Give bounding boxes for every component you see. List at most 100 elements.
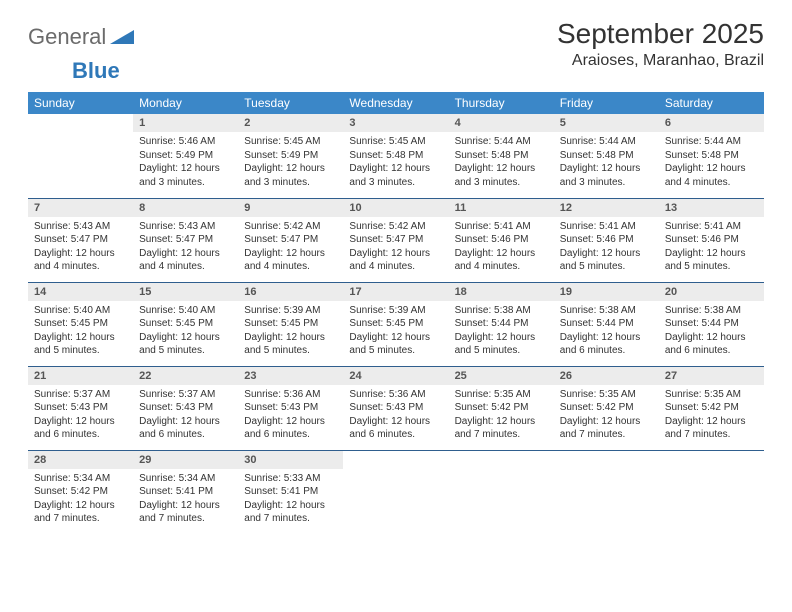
weekday-header: Saturday (659, 92, 764, 114)
day-body: Sunrise: 5:43 AMSunset: 5:47 PMDaylight:… (28, 217, 133, 278)
day-body: Sunrise: 5:42 AMSunset: 5:47 PMDaylight:… (343, 217, 448, 278)
calendar-cell: 24Sunrise: 5:36 AMSunset: 5:43 PMDayligh… (343, 366, 448, 450)
weekday-header: Sunday (28, 92, 133, 114)
calendar-cell: 0 (449, 450, 554, 534)
calendar-week-row: 21Sunrise: 5:37 AMSunset: 5:43 PMDayligh… (28, 366, 764, 450)
day-number: 22 (133, 367, 238, 385)
day-body: Sunrise: 5:37 AMSunset: 5:43 PMDaylight:… (28, 385, 133, 446)
calendar-cell: 7Sunrise: 5:43 AMSunset: 5:47 PMDaylight… (28, 198, 133, 282)
weekday-header: Monday (133, 92, 238, 114)
day-number: 25 (449, 367, 554, 385)
calendar-cell: 18Sunrise: 5:38 AMSunset: 5:44 PMDayligh… (449, 282, 554, 366)
calendar-week-row: 14Sunrise: 5:40 AMSunset: 5:45 PMDayligh… (28, 282, 764, 366)
day-number: 26 (554, 367, 659, 385)
day-body: Sunrise: 5:46 AMSunset: 5:49 PMDaylight:… (133, 132, 238, 193)
weekday-row: SundayMondayTuesdayWednesdayThursdayFrid… (28, 92, 764, 114)
day-body: Sunrise: 5:44 AMSunset: 5:48 PMDaylight:… (449, 132, 554, 193)
day-body: Sunrise: 5:42 AMSunset: 5:47 PMDaylight:… (238, 217, 343, 278)
calendar-cell: 16Sunrise: 5:39 AMSunset: 5:45 PMDayligh… (238, 282, 343, 366)
day-body: Sunrise: 5:39 AMSunset: 5:45 PMDaylight:… (238, 301, 343, 362)
calendar-cell: 12Sunrise: 5:41 AMSunset: 5:46 PMDayligh… (554, 198, 659, 282)
day-number: 4 (449, 114, 554, 132)
calendar-cell: 0 (28, 114, 133, 198)
day-body: Sunrise: 5:35 AMSunset: 5:42 PMDaylight:… (554, 385, 659, 446)
calendar-body: 0 1Sunrise: 5:46 AMSunset: 5:49 PMDaylig… (28, 114, 764, 534)
calendar-head: SundayMondayTuesdayWednesdayThursdayFrid… (28, 92, 764, 114)
calendar-cell: 3Sunrise: 5:45 AMSunset: 5:48 PMDaylight… (343, 114, 448, 198)
calendar-cell: 8Sunrise: 5:43 AMSunset: 5:47 PMDaylight… (133, 198, 238, 282)
day-number: 12 (554, 199, 659, 217)
day-number: 6 (659, 114, 764, 132)
day-number: 19 (554, 283, 659, 301)
day-body: Sunrise: 5:44 AMSunset: 5:48 PMDaylight:… (554, 132, 659, 193)
day-body: Sunrise: 5:43 AMSunset: 5:47 PMDaylight:… (133, 217, 238, 278)
calendar-cell: 0 (659, 450, 764, 534)
calendar-cell: 1Sunrise: 5:46 AMSunset: 5:49 PMDaylight… (133, 114, 238, 198)
day-body: Sunrise: 5:39 AMSunset: 5:45 PMDaylight:… (343, 301, 448, 362)
calendar-cell: 6Sunrise: 5:44 AMSunset: 5:48 PMDaylight… (659, 114, 764, 198)
day-body: Sunrise: 5:38 AMSunset: 5:44 PMDaylight:… (659, 301, 764, 362)
day-number: 21 (28, 367, 133, 385)
day-number: 20 (659, 283, 764, 301)
calendar-cell: 17Sunrise: 5:39 AMSunset: 5:45 PMDayligh… (343, 282, 448, 366)
day-number: 2 (238, 114, 343, 132)
calendar-cell: 0 (554, 450, 659, 534)
day-number: 15 (133, 283, 238, 301)
calendar-cell: 10Sunrise: 5:42 AMSunset: 5:47 PMDayligh… (343, 198, 448, 282)
logo-blue: Blue (72, 58, 120, 84)
day-body: Sunrise: 5:45 AMSunset: 5:48 PMDaylight:… (343, 132, 448, 193)
day-number: 16 (238, 283, 343, 301)
logo-triangle-icon (110, 28, 136, 46)
day-number: 29 (133, 451, 238, 469)
calendar-cell: 11Sunrise: 5:41 AMSunset: 5:46 PMDayligh… (449, 198, 554, 282)
day-number: 5 (554, 114, 659, 132)
day-body: Sunrise: 5:33 AMSunset: 5:41 PMDaylight:… (238, 469, 343, 530)
day-body: Sunrise: 5:44 AMSunset: 5:48 PMDaylight:… (659, 132, 764, 193)
calendar-cell: 2Sunrise: 5:45 AMSunset: 5:49 PMDaylight… (238, 114, 343, 198)
day-number: 14 (28, 283, 133, 301)
day-number: 24 (343, 367, 448, 385)
calendar-cell: 30Sunrise: 5:33 AMSunset: 5:41 PMDayligh… (238, 450, 343, 534)
title-block: September 2025 Araioses, Maranhao, Brazi… (557, 18, 764, 70)
day-number: 1 (133, 114, 238, 132)
logo-general: General (28, 24, 106, 50)
day-number: 13 (659, 199, 764, 217)
calendar-week-row: 7Sunrise: 5:43 AMSunset: 5:47 PMDaylight… (28, 198, 764, 282)
day-number: 10 (343, 199, 448, 217)
day-body: Sunrise: 5:37 AMSunset: 5:43 PMDaylight:… (133, 385, 238, 446)
calendar-cell: 15Sunrise: 5:40 AMSunset: 5:45 PMDayligh… (133, 282, 238, 366)
weekday-header: Wednesday (343, 92, 448, 114)
calendar-cell: 28Sunrise: 5:34 AMSunset: 5:42 PMDayligh… (28, 450, 133, 534)
day-number: 17 (343, 283, 448, 301)
day-body: Sunrise: 5:35 AMSunset: 5:42 PMDaylight:… (449, 385, 554, 446)
calendar-cell: 22Sunrise: 5:37 AMSunset: 5:43 PMDayligh… (133, 366, 238, 450)
day-number: 30 (238, 451, 343, 469)
day-body: Sunrise: 5:40 AMSunset: 5:45 PMDaylight:… (133, 301, 238, 362)
weekday-header: Tuesday (238, 92, 343, 114)
calendar-cell: 23Sunrise: 5:36 AMSunset: 5:43 PMDayligh… (238, 366, 343, 450)
calendar-cell: 9Sunrise: 5:42 AMSunset: 5:47 PMDaylight… (238, 198, 343, 282)
day-body: Sunrise: 5:41 AMSunset: 5:46 PMDaylight:… (659, 217, 764, 278)
day-number: 23 (238, 367, 343, 385)
day-body: Sunrise: 5:38 AMSunset: 5:44 PMDaylight:… (449, 301, 554, 362)
calendar-cell: 27Sunrise: 5:35 AMSunset: 5:42 PMDayligh… (659, 366, 764, 450)
day-number: 7 (28, 199, 133, 217)
weekday-header: Friday (554, 92, 659, 114)
day-number: 3 (343, 114, 448, 132)
calendar-cell: 25Sunrise: 5:35 AMSunset: 5:42 PMDayligh… (449, 366, 554, 450)
calendar-cell: 21Sunrise: 5:37 AMSunset: 5:43 PMDayligh… (28, 366, 133, 450)
calendar-cell: 19Sunrise: 5:38 AMSunset: 5:44 PMDayligh… (554, 282, 659, 366)
calendar-cell: 4Sunrise: 5:44 AMSunset: 5:48 PMDaylight… (449, 114, 554, 198)
day-body: Sunrise: 5:35 AMSunset: 5:42 PMDaylight:… (659, 385, 764, 446)
day-body: Sunrise: 5:41 AMSunset: 5:46 PMDaylight:… (449, 217, 554, 278)
logo: General (28, 24, 136, 50)
calendar-cell: 14Sunrise: 5:40 AMSunset: 5:45 PMDayligh… (28, 282, 133, 366)
day-body: Sunrise: 5:34 AMSunset: 5:41 PMDaylight:… (133, 469, 238, 530)
day-body: Sunrise: 5:41 AMSunset: 5:46 PMDaylight:… (554, 217, 659, 278)
day-body: Sunrise: 5:36 AMSunset: 5:43 PMDaylight:… (343, 385, 448, 446)
calendar-table: SundayMondayTuesdayWednesdayThursdayFrid… (28, 92, 764, 534)
calendar-cell: 26Sunrise: 5:35 AMSunset: 5:42 PMDayligh… (554, 366, 659, 450)
day-body: Sunrise: 5:38 AMSunset: 5:44 PMDaylight:… (554, 301, 659, 362)
day-body: Sunrise: 5:36 AMSunset: 5:43 PMDaylight:… (238, 385, 343, 446)
calendar-week-row: 28Sunrise: 5:34 AMSunset: 5:42 PMDayligh… (28, 450, 764, 534)
